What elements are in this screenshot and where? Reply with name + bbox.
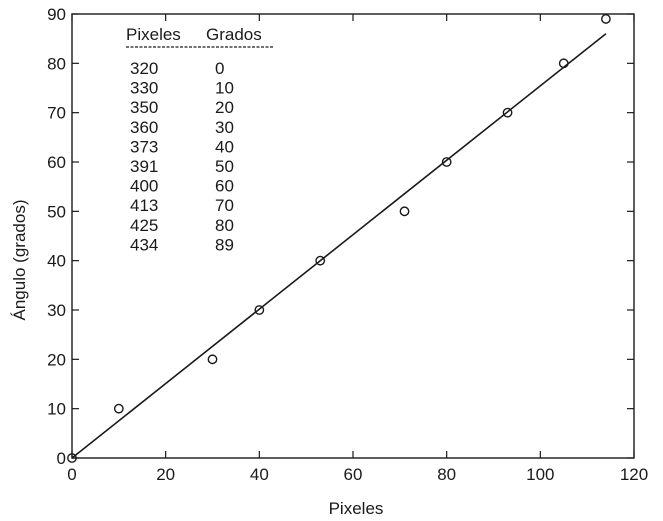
- table-header-pixeles: Pixeles: [126, 25, 181, 44]
- y-tick-label: 40: [47, 252, 66, 271]
- data-point: [502, 107, 513, 118]
- table-cell-grados: 20: [215, 98, 234, 117]
- table-cell-grados: 50: [215, 157, 234, 176]
- data-point: [254, 305, 265, 315]
- x-tick-label: 0: [67, 465, 76, 484]
- y-tick-label: 20: [47, 350, 66, 369]
- y-tick-label: 10: [47, 400, 66, 419]
- y-tick-label: 90: [47, 5, 66, 24]
- fit-line-group: [71, 33, 607, 459]
- table-cell-grados: 80: [215, 216, 234, 235]
- data-table: Pixeles Grados 320 0 330 10 350 20 360 30 373 40 391…: [126, 25, 274, 254]
- y-tick-label: 60: [47, 153, 66, 172]
- y-tick-label: 80: [47, 54, 66, 73]
- table-cell-pixeles: 434: [130, 235, 158, 254]
- table-cell-pixeles: 373: [130, 137, 158, 156]
- data-point: [67, 453, 77, 463]
- fit-line: [71, 33, 607, 459]
- table-cell-pixeles: 330: [130, 79, 158, 98]
- data-point: [601, 14, 611, 24]
- data-point: [315, 255, 326, 266]
- x-tick-label: 100: [526, 465, 554, 484]
- y-tick-label: 30: [47, 301, 66, 320]
- x-tick-label: 80: [437, 465, 456, 484]
- data-point: [113, 403, 124, 414]
- y-tick-label: 70: [47, 104, 66, 123]
- table-cell-grados: 89: [215, 235, 234, 254]
- data-point: [558, 58, 569, 69]
- table-cell-pixeles: 425: [130, 216, 158, 235]
- y-tick-label: 0: [57, 449, 66, 468]
- x-tick-label: 20: [156, 465, 175, 484]
- table-cell-grados: 30: [215, 118, 234, 137]
- table-cell-pixeles: 320: [130, 59, 158, 78]
- data-point: [207, 354, 218, 365]
- table-cell-grados: 10: [215, 79, 234, 98]
- table-cell-grados: 60: [215, 177, 234, 196]
- y-tick-label: 50: [47, 202, 66, 221]
- data-points: [67, 14, 611, 463]
- x-tick-label: 40: [250, 465, 269, 484]
- table-cell-grados: 40: [215, 137, 234, 156]
- table-cell-grados: 70: [215, 196, 234, 215]
- table-cell-pixeles: 350: [130, 98, 158, 117]
- x-tick-label: 60: [344, 465, 363, 484]
- table-cell-grados: 0: [215, 59, 224, 78]
- table-cell-pixeles: 391: [130, 157, 158, 176]
- data-point: [399, 206, 410, 217]
- x-axis-title: Pixeles: [329, 499, 384, 518]
- table-cell-pixeles: 413: [130, 196, 158, 215]
- table-header-grados: Grados: [206, 25, 262, 44]
- x-tick-label: 120: [620, 465, 648, 484]
- table-cell-pixeles: 360: [130, 118, 158, 137]
- y-axis-title: Ángulo (grados): [10, 200, 29, 321]
- table-cell-pixeles: 400: [130, 177, 158, 196]
- data-point: [441, 157, 452, 167]
